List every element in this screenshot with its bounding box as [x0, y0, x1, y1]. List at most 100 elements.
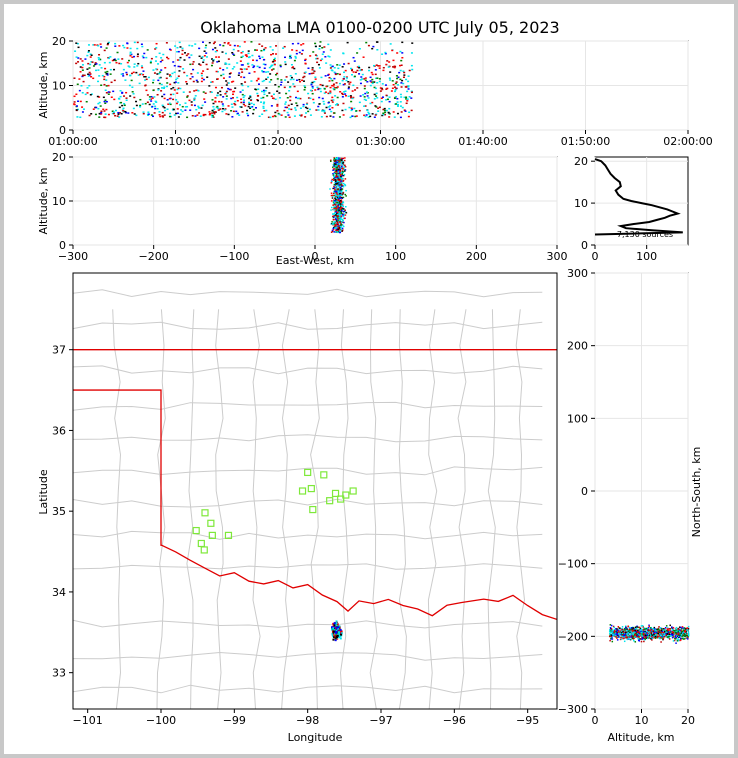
source-mark — [117, 111, 120, 114]
source-mark — [144, 76, 147, 78]
source-mark — [118, 62, 121, 65]
source-mark — [304, 116, 307, 118]
source-mark — [116, 51, 119, 54]
source-mark — [334, 169, 336, 171]
source-mark — [125, 91, 128, 94]
source-mark — [148, 96, 151, 98]
source-mark — [336, 229, 339, 232]
source-count-annotation: 7,130 sources — [617, 230, 673, 239]
source-mark — [211, 48, 214, 51]
source-mark — [332, 633, 335, 636]
source-mark — [263, 91, 266, 93]
source-mark — [107, 57, 110, 60]
source-mark — [613, 633, 615, 636]
source-mark — [135, 71, 138, 74]
source-mark — [188, 99, 191, 102]
source-mark — [624, 627, 627, 629]
source-mark — [202, 61, 205, 64]
source-mark — [144, 102, 147, 105]
source-mark — [104, 102, 107, 105]
source-mark — [103, 116, 106, 119]
source-mark — [303, 75, 306, 78]
source-mark — [252, 112, 255, 115]
source-mark — [378, 106, 381, 109]
source-mark — [157, 79, 160, 82]
source-mark — [609, 627, 612, 629]
source-mark — [309, 114, 312, 116]
source-mark — [665, 634, 667, 637]
source-mark — [371, 101, 374, 104]
source-mark — [240, 98, 243, 101]
source-mark — [334, 194, 337, 197]
source-mark — [141, 103, 144, 105]
source-mark — [126, 47, 129, 49]
source-mark — [381, 88, 384, 91]
source-mark — [125, 71, 128, 74]
source-mark — [341, 209, 343, 212]
source-mark — [97, 80, 100, 83]
source-mark — [212, 116, 215, 119]
source-mark — [345, 94, 348, 97]
source-mark — [215, 56, 218, 58]
source-mark — [627, 637, 630, 639]
source-mark — [681, 637, 683, 640]
source-mark — [336, 192, 339, 194]
source-mark — [217, 56, 220, 58]
source-mark — [122, 109, 125, 112]
source-mark — [327, 74, 330, 76]
source-mark — [336, 183, 339, 185]
source-mark — [621, 635, 623, 637]
source-mark — [212, 42, 215, 45]
source-mark — [146, 94, 149, 96]
source-mark — [211, 81, 214, 83]
source-mark — [679, 634, 681, 636]
source-mark — [644, 628, 646, 630]
source-mark — [334, 181, 336, 184]
source-mark — [233, 66, 236, 68]
source-mark — [335, 634, 338, 637]
source-mark — [241, 84, 244, 87]
source-mark — [399, 105, 402, 107]
source-mark — [334, 201, 336, 203]
source-mark — [679, 629, 681, 631]
source-mark — [362, 94, 365, 96]
source-mark — [169, 112, 172, 115]
source-mark — [280, 79, 283, 81]
ew-axis-tick-label: 0 — [312, 250, 319, 263]
source-mark — [81, 74, 84, 77]
county-line — [73, 563, 543, 570]
source-mark — [378, 67, 381, 69]
source-mark — [675, 642, 677, 644]
source-mark — [385, 94, 388, 97]
source-mark — [644, 630, 646, 633]
source-mark — [369, 115, 372, 118]
source-mark — [162, 53, 165, 56]
source-mark — [345, 76, 348, 78]
source-mark — [363, 87, 366, 90]
source-mark — [249, 96, 252, 98]
source-mark — [677, 634, 680, 637]
source-mark — [81, 106, 84, 108]
source-mark — [76, 83, 79, 86]
source-mark — [226, 82, 229, 84]
source-mark — [339, 203, 342, 205]
lma-station-marker — [208, 531, 216, 540]
source-mark — [338, 227, 341, 229]
source-mark — [340, 632, 343, 635]
source-mark — [388, 77, 391, 79]
source-mark — [81, 64, 84, 66]
source-mark — [161, 111, 164, 114]
lma-station-marker — [331, 489, 340, 498]
source-mark — [289, 75, 292, 77]
source-mark — [403, 74, 406, 76]
source-mark — [619, 627, 621, 630]
source-mark — [342, 83, 345, 86]
source-mark — [376, 41, 379, 43]
source-mark — [277, 112, 280, 115]
source-mark — [247, 56, 250, 59]
source-mark — [330, 628, 333, 631]
source-mark — [333, 632, 336, 635]
source-mark — [630, 631, 633, 633]
